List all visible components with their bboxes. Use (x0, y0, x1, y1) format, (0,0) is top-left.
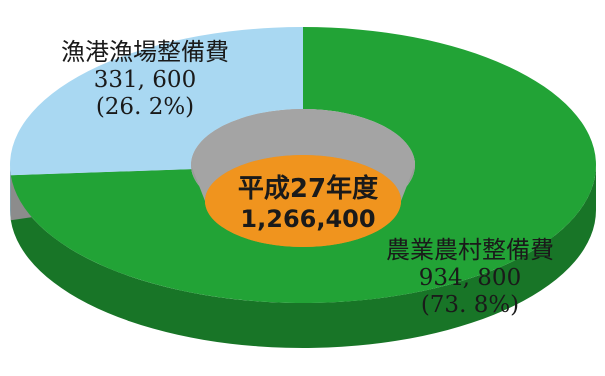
slice-top-0 (10, 27, 596, 303)
slice-label-gyoko: 漁港漁場整備費 331, 600 (26. 2%) (20, 38, 270, 122)
slice-percent-nogyo: (73. 8%) (420, 292, 520, 319)
donut-hole-band (191, 109, 415, 201)
center-label: 平成27年度 1,266,400 (213, 168, 403, 233)
slice-side-0-0 (10, 165, 596, 349)
slice-category-nogyo: 農業農村整備費 (386, 236, 554, 264)
slice-value-nogyo: 934, 800 (418, 264, 522, 291)
slice-side-1-0 (10, 165, 11, 221)
slice-category-gyoko: 漁港漁場整備費 (61, 38, 229, 66)
donut-hole-floor (205, 155, 401, 247)
slice-label-nogyo: 農業農村整備費 934, 800 (73. 8%) (345, 236, 595, 320)
slice-top-1 (9, 27, 303, 176)
center-title: 平成27年度 (237, 174, 379, 204)
center-total: 1,266,400 (240, 205, 376, 233)
slice-value-gyoko: 331, 600 (93, 66, 197, 93)
slice-percent-gyoko: (26. 2%) (95, 94, 195, 121)
